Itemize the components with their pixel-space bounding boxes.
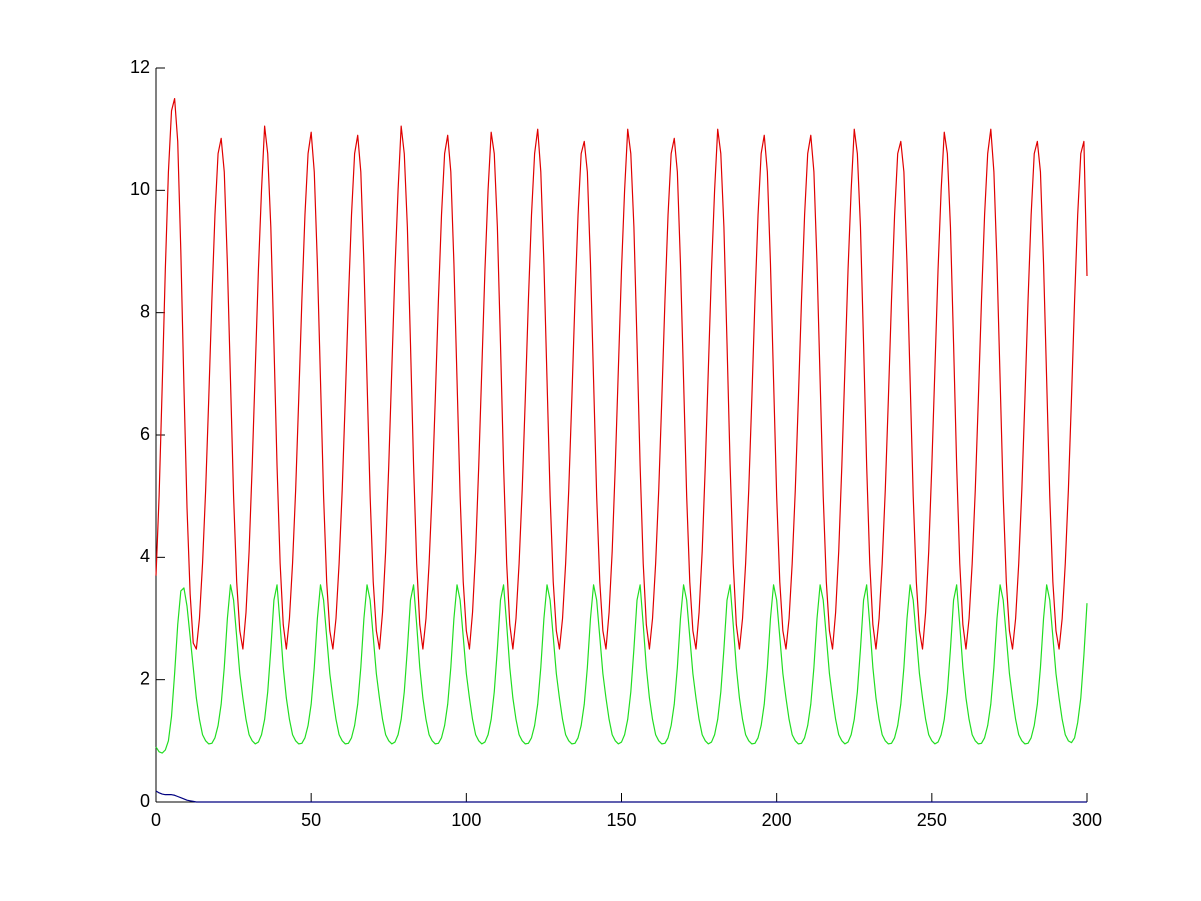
y-tick-label: 6 (140, 424, 150, 444)
y-tick-label: 8 (140, 301, 150, 321)
y-tick-label: 10 (130, 179, 150, 199)
x-tick-label: 50 (301, 810, 321, 830)
x-tick-label: 0 (151, 810, 161, 830)
x-tick-label: 150 (606, 810, 636, 830)
x-tick-label: 200 (762, 810, 792, 830)
series-line (155, 790, 1087, 803)
y-tick-label: 4 (140, 546, 150, 566)
x-tick-label: 100 (451, 810, 481, 830)
y-tick-label: 0 (140, 791, 150, 811)
y-tick-label: 2 (140, 668, 150, 688)
x-tick-label: 250 (917, 810, 947, 830)
x-tick-label: 300 (1072, 810, 1102, 830)
y-tick-label: 12 (130, 57, 150, 77)
series-line (155, 584, 1088, 754)
series-line (155, 97, 1088, 650)
